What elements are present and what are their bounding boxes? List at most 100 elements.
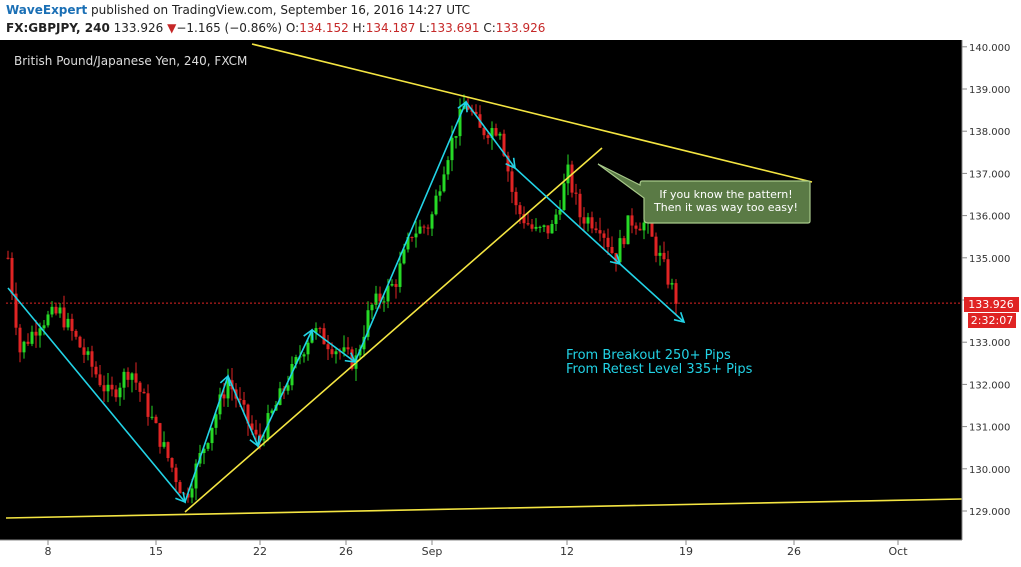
- high-value: 134.187: [365, 21, 416, 35]
- wave-arrowhead: [219, 374, 231, 387]
- candle-body: [170, 458, 174, 468]
- candle-body: [666, 259, 670, 285]
- candle-body: [410, 237, 414, 239]
- candle-body: [630, 215, 634, 226]
- last-price: 133.926: [113, 21, 164, 35]
- candle-body: [314, 328, 318, 333]
- y-tick-label: 137.000: [969, 169, 1010, 180]
- candle-body: [42, 325, 46, 329]
- trendline-base[interactable]: [5, 498, 963, 519]
- candle-body: [458, 109, 462, 137]
- symbol[interactable]: FX:GBPJPY, 240: [6, 21, 110, 35]
- candle-body: [242, 400, 246, 405]
- callout-bubble: [597, 163, 811, 224]
- candle-body: [366, 310, 370, 337]
- candle-body: [278, 388, 282, 405]
- candle-body: [370, 304, 374, 311]
- y-tick-label: 130.000: [969, 465, 1010, 476]
- ohlc-line: FX:GBPJPY, 240 133.926 ▼−1.165 (−0.86%) …: [6, 21, 545, 35]
- candle-body: [398, 263, 402, 287]
- candle-body: [94, 366, 98, 375]
- candle-body: [326, 344, 330, 350]
- x-ticks: 8 15 22 26 Sep 12 19 26 Oct: [45, 540, 908, 558]
- countdown-badge: [968, 313, 1016, 328]
- y-tick-label: 129.000: [969, 507, 1010, 518]
- callout[interactable]: If you know the pattern! Then it was way…: [597, 163, 811, 224]
- candle-body: [178, 482, 182, 494]
- countdown-label: 2:32:07: [971, 314, 1013, 327]
- candle-body: [550, 223, 554, 234]
- candle-body: [506, 155, 510, 172]
- candle-body: [642, 222, 646, 231]
- price-axis[interactable]: 129.000130.000131.000132.000133.000134.0…: [961, 40, 1021, 540]
- candle-body: [650, 222, 654, 237]
- candle-body: [634, 225, 638, 229]
- candle-body: [562, 183, 566, 211]
- price-chart[interactable]: British Pound/Japanese Yen, 240, FXCM If…: [0, 40, 1021, 567]
- candle-body: [98, 374, 102, 386]
- high-label: H:: [352, 21, 366, 35]
- candle-body: [498, 133, 502, 136]
- trendline-support[interactable]: [184, 147, 603, 513]
- candle-body: [122, 371, 126, 388]
- candle-body: [362, 336, 366, 350]
- change-value: −1.165 (−0.86%): [176, 21, 283, 35]
- candle-body: [530, 224, 534, 229]
- candle-body: [206, 443, 210, 449]
- candle-body: [482, 127, 486, 136]
- candle-body: [18, 327, 22, 353]
- candle-body: [322, 328, 326, 345]
- candle-body: [114, 389, 118, 398]
- author-link[interactable]: WaveExpert: [6, 3, 88, 17]
- wave-arrowhead: [457, 100, 468, 113]
- candle-body: [418, 226, 422, 234]
- candle-body: [382, 301, 386, 303]
- candle-body: [442, 174, 446, 192]
- candle-body: [258, 434, 262, 441]
- time-axis[interactable]: 8 15 22 26 Sep 12 19 26 Oct: [0, 539, 1021, 567]
- candle-body: [518, 205, 522, 215]
- candle-body: [202, 448, 206, 454]
- wave-arrowhead: [175, 491, 187, 504]
- time-axis-bg: [0, 540, 1021, 567]
- publish-info: WaveExpert published on TradingView.com,…: [6, 3, 470, 17]
- x-tick-label: 12: [560, 545, 574, 558]
- x-tick-label: Sep: [422, 545, 443, 558]
- candle-body: [78, 336, 82, 348]
- candle-body: [194, 463, 198, 489]
- candle-body: [146, 393, 150, 417]
- candle-body: [106, 384, 110, 392]
- elliott-wave-path[interactable]: [7, 100, 685, 504]
- candle-body: [294, 357, 298, 364]
- drawings: [5, 43, 963, 519]
- candle-body: [486, 135, 490, 138]
- candle-body: [302, 354, 306, 357]
- candle-body: [30, 331, 34, 344]
- close-value: 133.926: [495, 21, 546, 35]
- candle-body: [358, 349, 362, 356]
- candle-body: [386, 285, 390, 302]
- candle-body: [490, 128, 494, 138]
- candle-body: [594, 228, 598, 231]
- candle-body: [270, 410, 274, 414]
- candle-body: [70, 318, 74, 331]
- candle-body: [670, 283, 674, 285]
- candle-body: [90, 351, 94, 367]
- candle-body: [466, 105, 470, 110]
- candle-body: [218, 394, 222, 415]
- candle-body: [286, 385, 290, 391]
- candle-body: [222, 394, 226, 399]
- trendline-resistance[interactable]: [251, 43, 813, 183]
- candle-body: [430, 214, 434, 229]
- candle-body: [390, 284, 394, 286]
- candle-body: [142, 391, 146, 394]
- candle-body: [582, 217, 586, 224]
- x-tick-label: 19: [679, 545, 693, 558]
- candle-body: [450, 137, 454, 161]
- x-tick-label: 26: [339, 545, 353, 558]
- candle-body: [66, 318, 70, 328]
- candle-body: [414, 233, 418, 238]
- callout-line-2: Then it was way too easy!: [653, 201, 798, 214]
- x-tick-label: 15: [149, 545, 163, 558]
- candle-body: [438, 191, 442, 196]
